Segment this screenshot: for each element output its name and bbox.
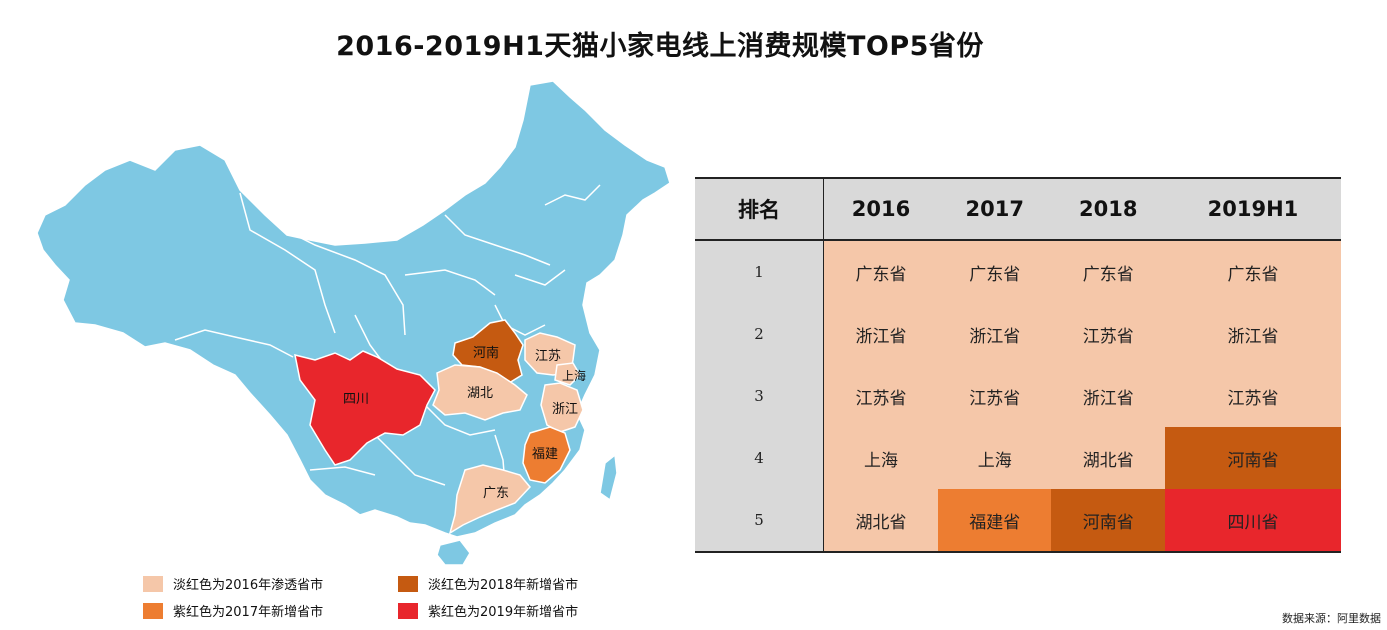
table-cell: 上海 [823,427,938,489]
table-row: 2 浙江省 浙江省 江苏省 浙江省 [695,303,1341,365]
map-label-zhejiang: 浙江 [552,402,578,417]
legend-swatch [143,602,163,619]
china-map: 河南 江苏 上海 四川 湖北 浙江 福建 广东 [36,80,671,566]
col-header-2018: 2018 [1051,177,1165,241]
chart-title: 2016-2019H1天猫小家电线上消费规模TOP5省份 [336,31,984,62]
rank-cell: 2 [695,303,824,365]
map-label-shanghai: 上海 [562,368,586,383]
table-cell: 浙江省 [1051,365,1165,427]
shanghai-region [554,362,581,386]
hubei-region [432,364,528,421]
map-label-jiangsu: 江苏 [535,348,561,364]
table-row: 3 江苏省 江苏省 浙江省 江苏省 [695,365,1341,427]
zhejiang-region [540,382,584,433]
table-cell: 浙江省 [1164,303,1341,365]
table-cell: 广东省 [823,240,938,303]
table-cell: 四川省 [1164,489,1341,553]
rank-cell: 5 [695,489,824,553]
map-label-hubei: 湖北 [467,386,493,401]
table-cell: 福建省 [937,489,1052,553]
table-cell: 广东省 [1051,240,1165,303]
table-cell: 河南省 [1164,427,1341,489]
ranking-table: 排名 2016 2017 2018 2019H1 1 广东省 广东省 广东省 广… [695,177,1341,553]
rank-cell: 4 [695,427,824,489]
legend-item-2016: 淡红色为2016年渗透省市 [143,574,323,593]
guangdong-region [448,464,532,535]
table-row: 5 湖北省 福建省 河南省 四川省 [695,489,1341,553]
table-cell: 广东省 [937,240,1052,303]
legend-item-2019: 紫红色为2019年新增省市 [398,601,578,620]
legend-label: 紫红色为2017年新增省市 [173,605,324,620]
map-label-fujian: 福建 [532,447,558,462]
taiwan-shape [599,453,618,502]
rank-cell: 3 [695,365,824,427]
col-header-2017: 2017 [937,177,1052,241]
table-cell: 上海 [937,427,1052,489]
table-header-row: 排名 2016 2017 2018 2019H1 [695,177,1341,241]
col-header-2016: 2016 [823,177,938,241]
table-cell: 江苏省 [823,365,938,427]
legend-swatch [398,602,418,619]
fujian-region [522,426,571,484]
legend-swatch [143,575,163,592]
hainan-shape [436,539,471,566]
table-cell: 江苏省 [1051,303,1165,365]
source-note: 数据来源：阿里数据 [1282,612,1381,625]
col-header-2019h1: 2019H1 [1164,177,1341,241]
province-borders [174,184,601,486]
china-base-shape [36,80,671,538]
table-cell: 江苏省 [1164,365,1341,427]
table-cell: 浙江省 [823,303,938,365]
legend-item-2017: 紫红色为2017年新增省市 [143,601,323,620]
table-cell: 江苏省 [937,365,1052,427]
map-label-guangdong: 广东 [483,486,509,501]
sichuan-region [294,350,436,466]
table-row: 1 广东省 广东省 广东省 广东省 [695,240,1341,303]
table-cell: 河南省 [1051,489,1165,553]
table-cell: 湖北省 [1051,427,1165,489]
map-label-henan: 河南 [473,345,499,361]
table-cell: 湖北省 [823,489,938,553]
legend-item-2018: 淡红色为2018年新增省市 [398,574,578,593]
legend-swatch [398,575,418,592]
table-cell: 浙江省 [937,303,1052,365]
legend-label: 紫红色为2019年新增省市 [428,605,579,620]
legend-label: 淡红色为2018年新增省市 [428,578,579,593]
legend-label: 淡红色为2016年渗透省市 [173,578,324,593]
col-header-rank: 排名 [695,177,824,241]
table-cell: 广东省 [1164,240,1341,303]
rank-cell: 1 [695,240,824,303]
map-label-sichuan: 四川 [343,392,369,407]
table-row: 4 上海 上海 湖北省 河南省 [695,427,1341,489]
